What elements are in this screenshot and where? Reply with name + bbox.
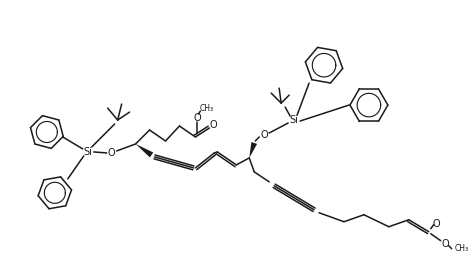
- Text: O: O: [433, 219, 440, 229]
- Polygon shape: [136, 144, 153, 157]
- Text: O: O: [260, 130, 268, 140]
- Text: O: O: [442, 239, 449, 249]
- Text: Si: Si: [83, 147, 92, 157]
- Text: O: O: [194, 113, 201, 123]
- Polygon shape: [249, 142, 257, 158]
- Text: Si: Si: [290, 115, 299, 125]
- Text: CH₃: CH₃: [455, 244, 469, 253]
- Text: O: O: [210, 120, 217, 130]
- Text: O: O: [108, 148, 115, 158]
- Text: CH₃: CH₃: [199, 103, 213, 113]
